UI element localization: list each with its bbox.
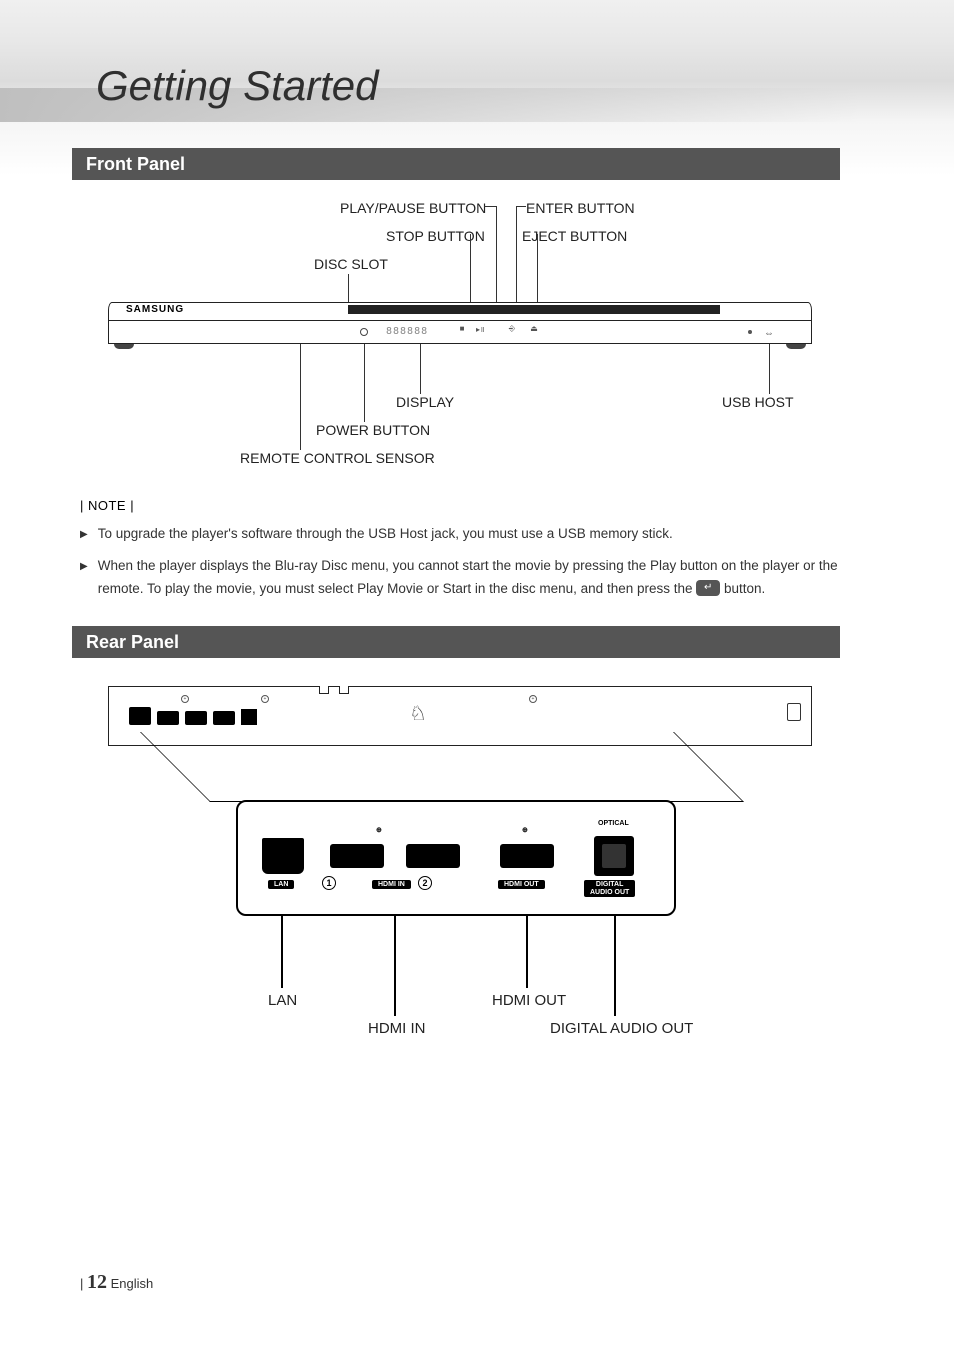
zoom-label-optical: OPTICAL xyxy=(598,820,629,827)
footer-language: English xyxy=(111,1276,154,1291)
language-text: English xyxy=(111,1276,154,1291)
label-lan: LAN xyxy=(268,992,297,1009)
tag-hdmi-out: HDMI OUT xyxy=(498,880,545,889)
line xyxy=(394,916,396,1016)
line xyxy=(281,916,283,988)
zoom-content: ⊕ ⊕ OPTICAL LAN 1 HDMI IN 2 HDMI OUT DIG… xyxy=(238,802,674,914)
mini-port xyxy=(129,707,151,725)
enter-icon: ⎆ xyxy=(508,324,516,336)
mini-port xyxy=(241,709,257,725)
label-display: DISPLAY xyxy=(396,394,454,410)
port-lan xyxy=(262,838,304,874)
label-enter: ENTER BUTTON xyxy=(526,200,635,216)
port-hdmi-in-1 xyxy=(330,844,384,868)
label-usb-host: USB HOST xyxy=(722,394,794,410)
label-hdmi-out: HDMI OUT xyxy=(492,992,566,1009)
device-foot xyxy=(114,344,134,349)
section-header-front: Front Panel xyxy=(72,148,840,180)
bullet-icon: ▶ xyxy=(80,523,88,545)
lock-icon xyxy=(787,703,801,721)
port-hdmi-out xyxy=(500,844,554,868)
rear-port-cluster xyxy=(129,707,257,725)
note-item: ▶ When the player displays the Blu-ray D… xyxy=(80,555,840,600)
screw-icon: ⊕ xyxy=(522,826,528,834)
bullet-icon: ▶ xyxy=(80,555,88,600)
tag-hdmi-in: HDMI IN xyxy=(372,880,411,889)
eject-icon: ⏏ xyxy=(530,324,538,336)
zoom-connector-line xyxy=(266,732,744,802)
front-panel-diagram: PLAY/PAUSE BUTTON ENTER BUTTON STOP BUTT… xyxy=(108,186,812,482)
play-pause-icon: ▸॥ xyxy=(476,324,484,336)
vent-icon: ♘ xyxy=(409,701,427,726)
disc-slot xyxy=(348,305,720,314)
line xyxy=(516,206,526,207)
mini-port xyxy=(157,711,179,725)
screw-icon: + xyxy=(181,695,189,703)
tag-num-2: 2 xyxy=(418,876,432,890)
label-digital-audio-out: DIGITAL AUDIO OUT xyxy=(550,1020,693,1037)
screw-icon: + xyxy=(529,695,537,703)
section-header-rear: Rear Panel xyxy=(72,626,840,658)
page-number: 12 xyxy=(87,1271,107,1293)
note-text: To upgrade the player's software through… xyxy=(98,523,673,545)
power-button-icon xyxy=(360,328,368,336)
port-hdmi-in-2 xyxy=(406,844,460,868)
line xyxy=(300,344,301,450)
rear-panel-diagram: + + + ♘ ⊕ ⊕ OPTICAL xyxy=(108,686,812,1066)
port-optical xyxy=(594,836,634,876)
note-item: ▶ To upgrade the player's software throu… xyxy=(80,523,840,545)
page-footer: | 12 English xyxy=(80,1271,153,1294)
segment-display: 888888 xyxy=(386,326,428,337)
page: Getting Started Front Panel PLAY/PAUSE B… xyxy=(0,0,954,1354)
line xyxy=(769,344,770,394)
device-foot xyxy=(786,344,806,349)
mini-port xyxy=(213,711,235,725)
tag-num-1: 1 xyxy=(322,876,336,890)
page-title: Getting Started xyxy=(96,62,379,110)
note-heading: | NOTE | xyxy=(80,498,840,513)
screw-icon: ⊕ xyxy=(376,826,382,834)
rear-notch xyxy=(319,686,329,694)
brand-logo: SAMSUNG xyxy=(126,304,184,315)
mini-port xyxy=(185,711,207,725)
enter-chip-icon: ↵ xyxy=(696,580,720,596)
label-power: POWER BUTTON xyxy=(316,422,430,438)
tag-digital-audio: DIGITAL AUDIO OUT xyxy=(584,880,635,897)
label-disc-slot: DISC SLOT xyxy=(314,256,388,272)
usb-icon: ⇔ xyxy=(764,328,776,336)
line xyxy=(420,344,421,394)
label-hdmi-in: HDMI IN xyxy=(368,1020,426,1037)
footer-bar: | xyxy=(80,1276,87,1291)
note-text: When the player displays the Blu-ray Dis… xyxy=(98,555,840,600)
label-play-pause: PLAY/PAUSE BUTTON xyxy=(340,200,486,216)
label-remote-sensor: REMOTE CONTROL SENSOR xyxy=(240,450,435,466)
line xyxy=(484,206,496,207)
line xyxy=(614,916,616,1016)
ir-dot xyxy=(748,330,752,334)
rear-zoom-box: ⊕ ⊕ OPTICAL LAN 1 HDMI IN 2 HDMI OUT DIG… xyxy=(236,800,676,916)
screw-icon: + xyxy=(261,695,269,703)
line xyxy=(364,344,365,422)
stop-icon: ■ xyxy=(458,324,466,336)
line xyxy=(526,916,528,988)
notes-block: | NOTE | ▶ To upgrade the player's softw… xyxy=(80,498,840,600)
note-text-part: button. xyxy=(724,581,765,596)
rear-notch xyxy=(339,686,349,694)
tag-lan: LAN xyxy=(268,880,294,889)
